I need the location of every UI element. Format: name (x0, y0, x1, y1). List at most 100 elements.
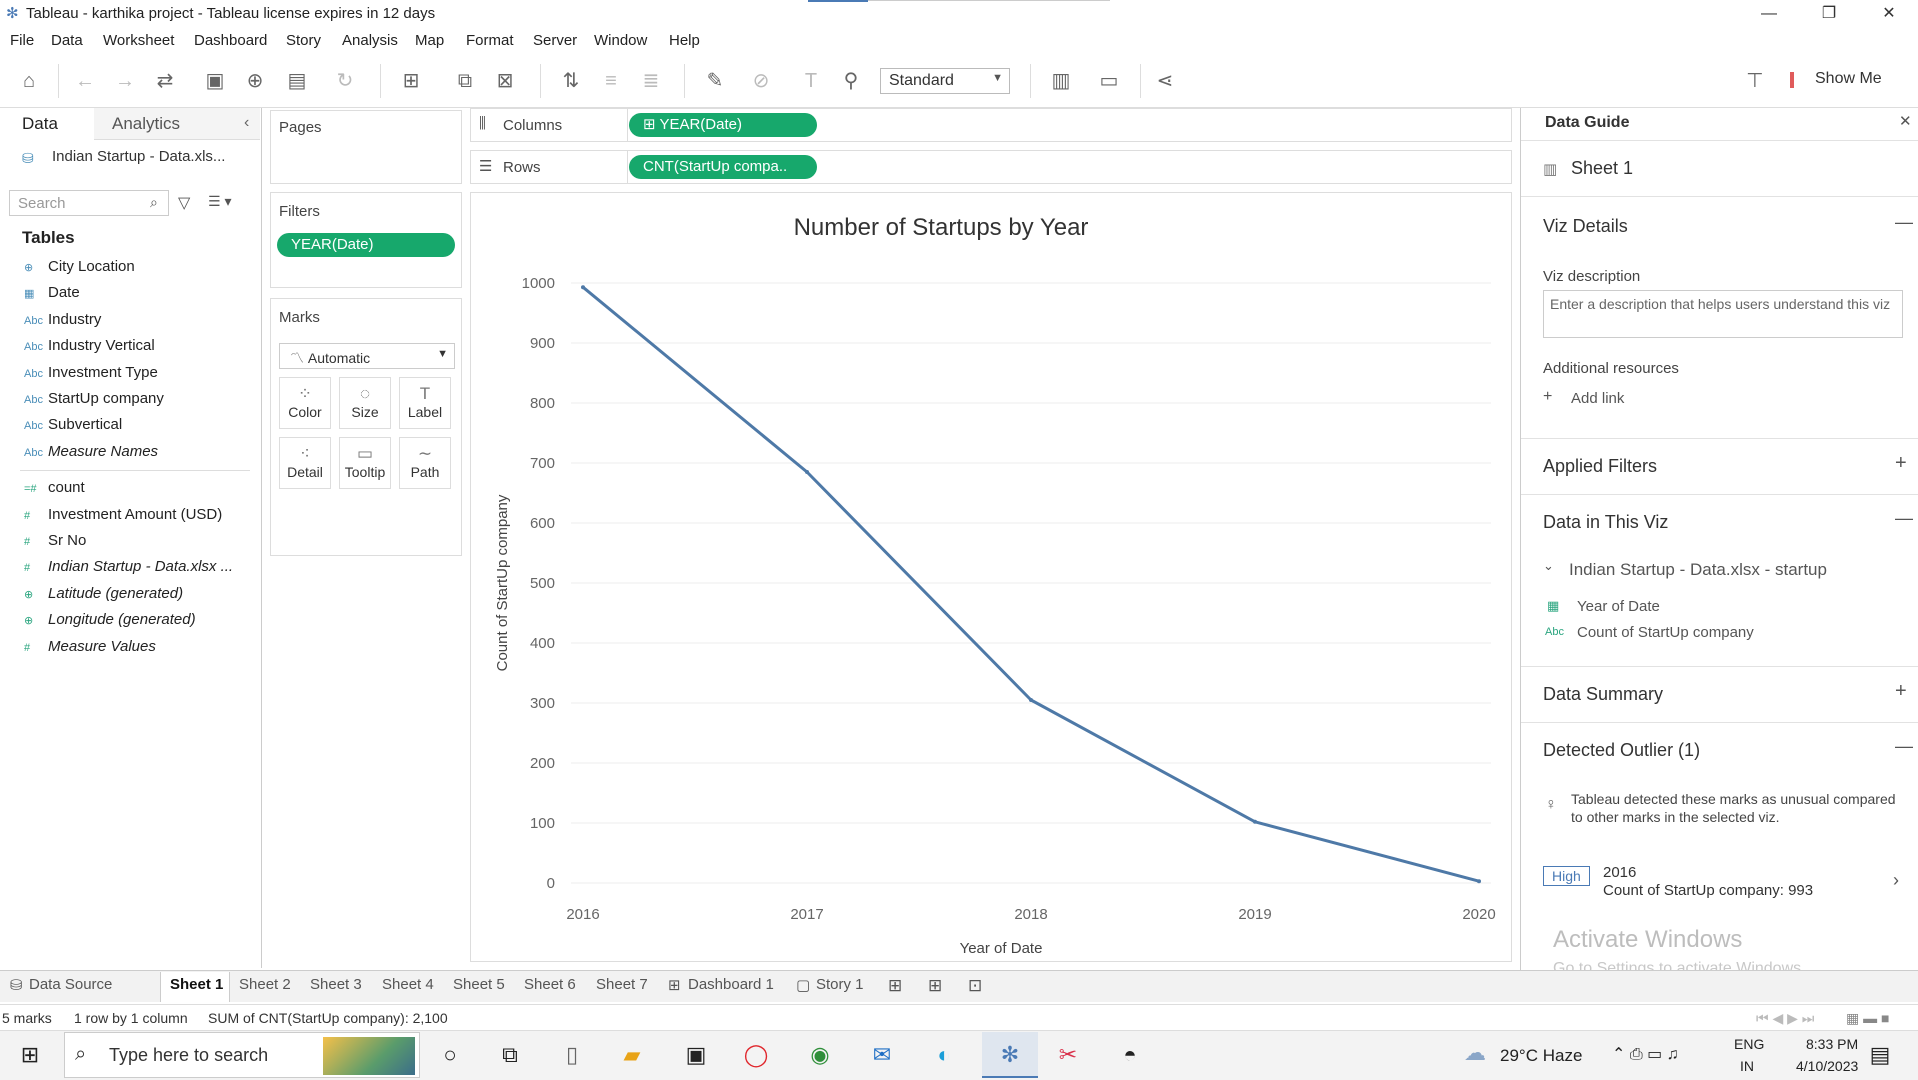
close-icon[interactable]: ✕ (1899, 113, 1912, 130)
pages-card[interactable]: Pages (270, 110, 462, 184)
format-painter-icon[interactable]: ⊤ (1746, 70, 1764, 92)
viz-details-heading[interactable]: Viz Details (1543, 216, 1628, 236)
filter-pill[interactable]: YEAR(Date) (277, 233, 455, 257)
tab-dashboard-1[interactable]: Dashboard 1 (688, 976, 774, 993)
menu-server[interactable]: Server (533, 32, 578, 49)
label-mark-button[interactable]: T Label (399, 377, 451, 429)
outlier-year[interactable]: 2016 (1603, 864, 1637, 881)
collapse-pane-icon[interactable]: ‹ (244, 114, 250, 131)
detected-outlier-heading[interactable]: Detected Outlier (1) (1543, 740, 1701, 760)
menu-map[interactable]: Map (415, 32, 445, 49)
line-chart[interactable]: Number of Startups by Year 0 100 200 300 400 5… (471, 193, 1511, 961)
new-worksheet-tab-icon[interactable]: ⊞ (888, 976, 903, 995)
refresh-icon[interactable]: ↻ (336, 70, 354, 92)
clear-sheet-icon[interactable]: ⊠ (496, 70, 514, 92)
highlight-icon[interactable]: ✎ (706, 70, 724, 92)
chrome-icon[interactable]: ◉ (810, 1042, 830, 1067)
home-icon[interactable]: ⌂ (22, 70, 36, 92)
fit-select[interactable]: Standard ▼ (880, 68, 1010, 94)
tab-data[interactable]: Data (0, 108, 94, 140)
data-point[interactable] (1477, 879, 1481, 884)
duplicate-icon[interactable]: ⧉ (457, 70, 473, 92)
restore-button[interactable]: ❐ (1821, 5, 1837, 22)
data-point[interactable] (805, 470, 809, 474)
field-item[interactable]: # Investment Amount (USD) (24, 506, 222, 528)
notepad-icon[interactable]: ▯ (565, 1042, 579, 1067)
data-summary-heading[interactable]: Data Summary (1543, 684, 1664, 704)
tab-sheet-2[interactable]: Sheet 2 (239, 976, 291, 993)
menu-dashboard[interactable]: Dashboard (194, 32, 268, 49)
collapse-icon[interactable]: — (1895, 508, 1913, 528)
field-item[interactable]: Abc StartUp company (24, 390, 164, 412)
filters-card[interactable]: Filters YEAR(Date) (270, 192, 462, 288)
menu-window[interactable]: Window (594, 32, 648, 49)
data-point[interactable] (581, 285, 585, 290)
weather-text[interactable]: 29°C Haze (1500, 1046, 1583, 1065)
datasource-name[interactable]: Indian Startup - Data.xls... (52, 148, 226, 165)
data-point[interactable] (1253, 819, 1257, 824)
task-view-icon[interactable]: ⧉ (502, 1042, 518, 1067)
tab-navigation-icon[interactable]: ⏮ ◀ ▶ ⏭ (1756, 1010, 1815, 1026)
minimize-button[interactable]: — (1761, 5, 1777, 22)
sort-ascending-icon[interactable]: ≡ (605, 70, 617, 92)
cortana-icon[interactable]: ○ (443, 1042, 457, 1067)
tooltip-mark-button[interactable]: ▭ Tooltip (339, 437, 391, 489)
clock-time[interactable]: 8:33 PM (1806, 1036, 1859, 1052)
tab-sheet-5[interactable]: Sheet 5 (453, 976, 505, 993)
menu-worksheet[interactable]: Worksheet (103, 32, 175, 49)
language-primary[interactable]: ENG (1734, 1036, 1765, 1052)
detail-mark-button[interactable]: ⁖ Detail (279, 437, 331, 489)
field-item[interactable]: =# count (24, 479, 85, 501)
taskbar-search-box[interactable]: ⌕ Type here to search (64, 1032, 420, 1078)
menu-format[interactable]: Format (466, 32, 514, 49)
size-mark-button[interactable]: ◌ Size (339, 377, 391, 429)
menu-data[interactable]: Data (51, 32, 83, 49)
tab-sheet-3[interactable]: Sheet 3 (310, 976, 362, 993)
new-story-tab-icon[interactable]: ⊡ (968, 976, 983, 995)
close-window-button[interactable]: ✕ (1882, 5, 1896, 22)
data-in-viz-heading[interactable]: Data in This Viz (1543, 512, 1669, 532)
replay-icon[interactable]: ⇄ (156, 70, 174, 92)
outlier-value[interactable]: Count of StartUp company: 993 (1603, 882, 1814, 899)
store-icon[interactable]: ▣ (685, 1042, 707, 1067)
field-item[interactable]: Abc Industry (24, 311, 101, 333)
add-link-button[interactable]: Add link (1571, 390, 1625, 407)
data-point[interactable] (1029, 698, 1033, 702)
share-icon[interactable]: ⋖ (1156, 70, 1174, 92)
field-item[interactable]: # Sr No (24, 532, 86, 554)
menu-help[interactable]: Help (669, 32, 700, 49)
rows-shelf[interactable]: ☰ Rows CNT(StartUp compa.. (470, 150, 1512, 184)
new-datasource-icon[interactable]: ⊕ (246, 70, 264, 92)
expand-icon[interactable]: + (1895, 452, 1907, 474)
pause-updates-icon[interactable]: ▤ (287, 70, 307, 92)
new-dashboard-tab-icon[interactable]: ⊞ (928, 976, 943, 995)
viz-area[interactable]: Number of Startups by Year 0 100 200 300 400 5… (470, 192, 1512, 962)
language-secondary[interactable]: IN (1740, 1058, 1754, 1074)
field-item[interactable]: Abc Industry Vertical (24, 337, 155, 359)
path-mark-button[interactable]: ∼ Path (399, 437, 451, 489)
collapse-icon[interactable]: — (1895, 212, 1913, 232)
label-icon[interactable]: T (804, 70, 818, 92)
columns-pill[interactable]: ⊞ YEAR(Date) (629, 113, 817, 137)
menu-analysis[interactable]: Analysis (342, 32, 398, 49)
game-app-icon[interactable]: ◓ (1123, 1042, 1137, 1067)
chevron-down-icon[interactable]: ⌄ (1543, 558, 1554, 573)
columns-shelf[interactable]: ⫼ Columns ⊞ YEAR(Date) (470, 108, 1512, 142)
mail-icon[interactable]: ✉ (872, 1042, 892, 1067)
menu-file[interactable]: File (10, 32, 35, 49)
new-worksheet-icon[interactable]: ⊞ (402, 70, 420, 92)
tab-story-1[interactable]: Story 1 (816, 976, 864, 993)
expand-icon[interactable]: + (1895, 680, 1907, 702)
chevron-right-icon[interactable]: › (1893, 870, 1899, 890)
snipping-tool-icon[interactable]: ✂ (1058, 1042, 1078, 1067)
opera-icon[interactable]: ◯ (743, 1042, 769, 1067)
tab-analytics[interactable]: Analytics (94, 108, 260, 140)
show-me-button[interactable]: Show Me (1815, 70, 1882, 87)
system-tray-icons[interactable]: ⌃ ⎙ ▭ ♫ (1612, 1046, 1679, 1063)
view-options-icon[interactable]: ☰ ▾ (208, 193, 232, 209)
tab-sheet-1[interactable]: Sheet 1 (170, 976, 224, 993)
field-item[interactable]: ⊕ Latitude (generated) (24, 585, 183, 607)
mark-type-select[interactable]: 〽 Automatic ▼ (279, 343, 455, 369)
save-icon[interactable]: ▣ (205, 70, 225, 92)
field-item[interactable]: ⊕ City Location (24, 258, 135, 280)
